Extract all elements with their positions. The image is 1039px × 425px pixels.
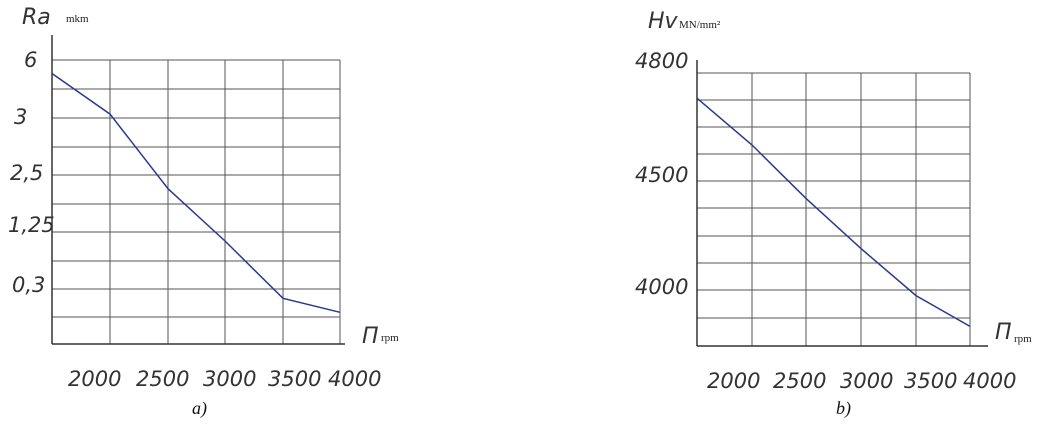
chart-a-caption: a) [192,398,207,419]
chart-b-series-line [696,97,971,328]
chart-a-series-line [51,72,341,314]
chart-b-xlabel-unit: rpm [1014,333,1032,345]
chart-b-grid [697,72,971,346]
chart-b-ylabel-unit: MN/mm² [679,19,721,31]
chart-a-ytick-3: 1,25 [8,213,55,237]
chart-a-ytick-0: 6 [24,48,37,72]
chart-b-ylabel-symbol: Hv [648,9,679,34]
chart-b-xlabel-symbol: П [995,320,1012,345]
chart-a-ytick-1: 3 [14,105,27,129]
chart-a-ylabel-symbol: Ra [22,5,51,30]
chart-b-xtick-0: 2000 [707,369,760,393]
chart-b-xtick-1: 2500 [773,369,826,393]
chart-b-ytick-0: 4800 [635,49,688,73]
chart-b-xtick-4: 4000 [963,369,1016,393]
chart-a: Ra mkm 6 3 2,5 1,25 0,3 2000 2500 3000 3… [8,5,399,419]
chart-a-xtick-4: 4000 [328,367,381,391]
chart-a-xlabel-unit: rpm [381,332,399,344]
chart-a-xlabel-symbol: П [362,324,379,349]
chart-b: Hv MN/mm² 4800 4500 4000 2000 2500 3000 … [635,9,1032,419]
chart-a-ytick-2: 2,5 [10,161,43,185]
chart-b-ytick-2: 4000 [635,275,688,299]
chart-b-caption: b) [836,398,851,419]
chart-a-ytick-4: 0,3 [12,273,45,297]
chart-a-grid [52,59,341,344]
chart-b-xtick-2: 3000 [840,369,893,393]
chart-a-xtick-2: 3000 [203,367,256,391]
chart-a-ylabel-unit: mkm [66,13,89,25]
chart-b-xtick-3: 3500 [904,369,957,393]
chart-b-ytick-1: 4500 [635,163,688,187]
chart-a-xtick-0: 2000 [68,367,121,391]
chart-a-xtick-3: 3500 [268,367,321,391]
chart-a-xtick-1: 2500 [136,367,189,391]
